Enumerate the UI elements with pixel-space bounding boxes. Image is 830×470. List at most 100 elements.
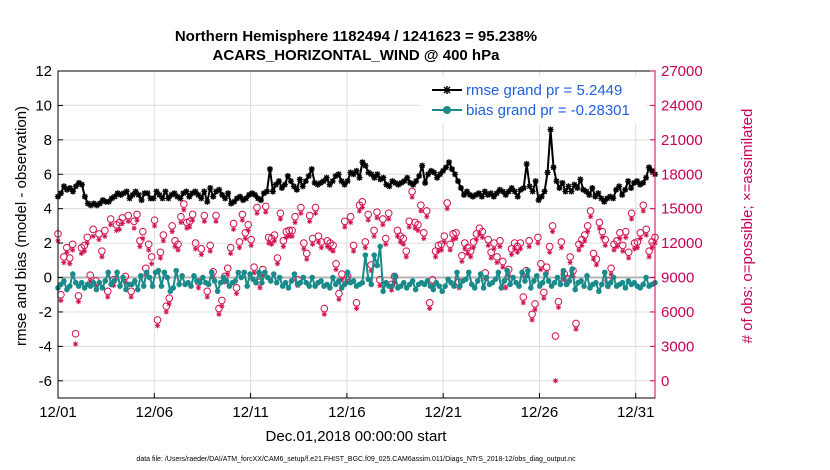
rmse-point	[296, 176, 303, 183]
rmse-point	[449, 166, 456, 173]
rmse-point	[189, 190, 196, 197]
assimilated-obs-point	[140, 235, 146, 242]
rmse-point	[269, 188, 276, 195]
bias-point	[149, 283, 156, 289]
assimilated-obs-point	[538, 266, 544, 273]
possible-obs-point	[302, 249, 311, 258]
assimilated-obs-point	[602, 242, 608, 248]
rmse-point	[323, 174, 330, 181]
assimilated-obs-point	[567, 260, 573, 266]
rmse-point	[601, 198, 608, 205]
rmse-point	[311, 179, 318, 186]
rmse-point	[517, 186, 524, 193]
bias-point	[155, 267, 162, 274]
bias-point	[578, 278, 584, 284]
rmse-point	[505, 188, 512, 195]
rmse-point	[201, 188, 208, 195]
bias-point	[318, 278, 324, 284]
rmse-point	[356, 174, 363, 181]
rmse-point	[290, 183, 297, 190]
bias-point	[622, 285, 629, 291]
rmse-point	[562, 188, 569, 195]
assimilated-obs-point	[336, 296, 342, 302]
assimilated-obs-point	[529, 317, 535, 323]
rmse-point	[628, 185, 635, 192]
possible-obs-point	[156, 248, 165, 257]
rmse-point	[228, 200, 235, 207]
rmse-point	[332, 172, 339, 179]
bias-point	[117, 283, 123, 289]
assimilated-obs-point	[342, 224, 348, 230]
possible-obs-point	[127, 287, 135, 296]
rmse-point	[168, 191, 175, 198]
assimilated-obs-point	[195, 285, 202, 291]
assimilated-obs-point	[608, 271, 614, 277]
rmse-point	[153, 188, 160, 195]
possible-obs-point	[458, 251, 466, 260]
rmse-point	[257, 197, 264, 204]
bias-point	[477, 271, 484, 277]
bias-point	[238, 274, 245, 281]
assimilated-obs-point	[230, 226, 237, 232]
possible-obs-point	[226, 243, 235, 252]
possible-obs-point	[133, 210, 141, 219]
assimilated-obs-point	[418, 208, 424, 214]
possible-obs-point	[335, 289, 343, 298]
possible-obs-point	[291, 212, 299, 221]
assimilated-obs-point	[318, 245, 324, 251]
y-left-tick-label-2: -2	[39, 304, 52, 321]
rmse-point	[365, 169, 372, 176]
bias-point	[392, 273, 398, 279]
rmse-point	[374, 171, 381, 178]
rmse-point	[544, 169, 551, 176]
assimilated-obs-point	[511, 246, 518, 252]
bias-point	[134, 286, 141, 293]
possible-obs-point	[361, 238, 370, 246]
assimilated-obs-point	[348, 219, 354, 226]
rmse-point	[589, 185, 596, 192]
assimilated-obs-point	[298, 210, 304, 216]
bias-point	[516, 283, 522, 289]
possible-obs-point	[212, 211, 220, 220]
assimilated-obs-point	[154, 323, 161, 329]
assimilated-obs-point	[491, 246, 497, 252]
assimilated-obs-point	[187, 224, 193, 230]
rmse-point	[278, 185, 285, 192]
assimilated-obs-point	[552, 378, 559, 384]
assimilated-obs-point	[614, 243, 620, 250]
rmse-point	[90, 200, 97, 207]
assimilated-obs-point	[61, 260, 67, 266]
rmse-point	[583, 188, 590, 195]
possible-obs-point	[425, 298, 434, 307]
rmse-point	[302, 178, 309, 185]
bias-point	[96, 279, 103, 286]
assimilated-obs-point	[84, 240, 90, 246]
possible-obs-point	[554, 297, 563, 306]
assimilated-obs-point	[406, 224, 412, 230]
rmse-point	[66, 185, 73, 192]
bias-point	[442, 283, 448, 289]
bias-point	[466, 269, 472, 276]
bias-point	[137, 273, 144, 279]
rmse-point	[472, 191, 479, 198]
rmse-point	[466, 191, 473, 198]
bias-point	[223, 278, 230, 284]
possible-obs-point	[68, 240, 77, 249]
assimilated-obs-point	[643, 232, 649, 238]
chart-title-line-2: ACARS_HORIZONTAL_WIND @ 400 hPa	[213, 47, 501, 64]
bias-point	[507, 281, 513, 288]
possible-obs-point	[373, 208, 381, 216]
bias-point	[377, 243, 383, 250]
bias-point	[359, 279, 366, 286]
rmse-point	[129, 191, 136, 198]
assimilated-obs-point	[327, 246, 333, 252]
rmse-point	[237, 193, 244, 200]
rmse-point	[565, 183, 572, 190]
y-left-tick-label-9: 12	[35, 63, 52, 80]
rmse-point	[649, 167, 656, 174]
possible-obs-point	[595, 218, 604, 227]
rmse-point	[484, 191, 491, 198]
rmse-point	[75, 179, 82, 186]
possible-obs-point	[557, 238, 566, 246]
bias-point	[374, 262, 380, 269]
